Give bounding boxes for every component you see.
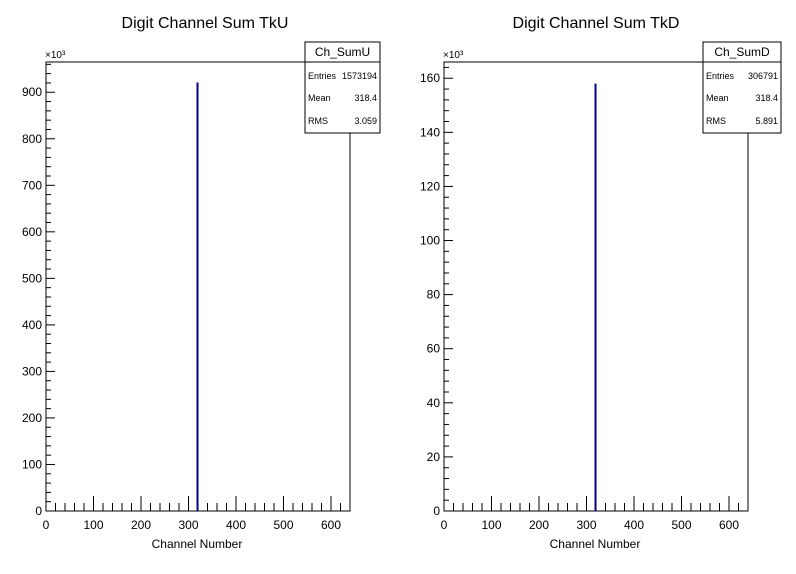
stats-label-entries: Entries bbox=[308, 71, 337, 81]
stats-value-entries: 306791 bbox=[748, 71, 778, 81]
x-tick-label: 400 bbox=[226, 518, 246, 532]
y-tick-label: 100 bbox=[420, 234, 440, 248]
x-tick-label: 300 bbox=[178, 518, 198, 532]
stats-label-mean: Mean bbox=[308, 93, 331, 103]
axis-ticks: 0 100 200 300 400 500 600 0 100 200 300 400 500 600 70… bbox=[22, 63, 341, 532]
y-tick-label: 500 bbox=[22, 271, 42, 285]
x-tick-label: 500 bbox=[273, 518, 293, 532]
x-tick-label: 100 bbox=[481, 518, 501, 532]
histogram-panel-tku: Digit Channel Sum TkU ×10³ 0 100 200 300 400… bbox=[22, 15, 381, 551]
chart-title: Digit Channel Sum TkU bbox=[122, 15, 289, 32]
stats-value-rms: 3.059 bbox=[354, 116, 377, 126]
y-tick-label: 300 bbox=[22, 364, 42, 378]
stats-value-entries: 1573194 bbox=[342, 71, 377, 81]
y-tick-label: 100 bbox=[22, 457, 42, 471]
x-tick-label: 100 bbox=[83, 518, 103, 532]
y-tick-label: 600 bbox=[22, 225, 42, 239]
axis-ticks: 0 100 200 300 400 500 600 0 20 40 60 80 100 120 140 160 bbox=[420, 66, 739, 532]
y-tick-label: 0 bbox=[35, 504, 42, 518]
x-axis-label: Channel Number bbox=[550, 537, 641, 551]
stats-label-rms: RMS bbox=[706, 116, 726, 126]
chart-title: Digit Channel Sum TkD bbox=[513, 15, 680, 32]
y-tick-label: 800 bbox=[22, 132, 42, 146]
y-tick-label: 80 bbox=[427, 288, 441, 302]
y-tick-label: 400 bbox=[22, 318, 42, 332]
stats-box: Ch_SumD Entries 306791 Mean 318.4 RMS 5.… bbox=[702, 41, 782, 134]
x-tick-label: 200 bbox=[529, 518, 549, 532]
y-tick-label: 160 bbox=[420, 71, 440, 85]
stats-value-mean: 318.4 bbox=[755, 93, 778, 103]
x-tick-label: 300 bbox=[576, 518, 596, 532]
stats-label-entries: Entries bbox=[706, 71, 735, 81]
x-tick-label: 200 bbox=[131, 518, 151, 532]
x-axis-label: Channel Number bbox=[152, 537, 243, 551]
x-tick-label: 600 bbox=[719, 518, 739, 532]
stats-label-rms: RMS bbox=[308, 116, 328, 126]
stats-box-frame bbox=[702, 41, 782, 134]
stats-value-rms: 5.891 bbox=[755, 116, 778, 126]
y-tick-label: 900 bbox=[22, 85, 42, 99]
stats-title: Ch_SumU bbox=[315, 45, 370, 59]
histogram-panel-tkd: Digit Channel Sum TkD ×10³ 0 100 200 300 400… bbox=[420, 15, 782, 551]
x-tick-label: 400 bbox=[624, 518, 644, 532]
y-multiplier: ×10³ bbox=[45, 50, 66, 61]
x-tick-label: 0 bbox=[43, 518, 50, 532]
y-tick-label: 40 bbox=[427, 396, 441, 410]
x-tick-label: 500 bbox=[671, 518, 691, 532]
y-tick-label: 0 bbox=[433, 504, 440, 518]
x-tick-label: 600 bbox=[321, 518, 341, 532]
x-tick-label: 0 bbox=[441, 518, 448, 532]
stats-title: Ch_SumD bbox=[714, 45, 770, 59]
stats-label-mean: Mean bbox=[706, 93, 729, 103]
y-tick-label: 120 bbox=[420, 179, 440, 193]
y-tick-label: 20 bbox=[427, 450, 441, 464]
stats-value-mean: 318.4 bbox=[354, 93, 377, 103]
y-tick-label: 60 bbox=[427, 342, 441, 356]
stats-box-frame bbox=[304, 41, 381, 134]
y-multiplier: ×10³ bbox=[443, 50, 464, 61]
y-tick-label: 200 bbox=[22, 411, 42, 425]
stats-box: Ch_SumU Entries 1573194 Mean 318.4 RMS 3… bbox=[304, 41, 381, 134]
y-tick-label: 700 bbox=[22, 178, 42, 192]
y-tick-label: 140 bbox=[420, 125, 440, 139]
